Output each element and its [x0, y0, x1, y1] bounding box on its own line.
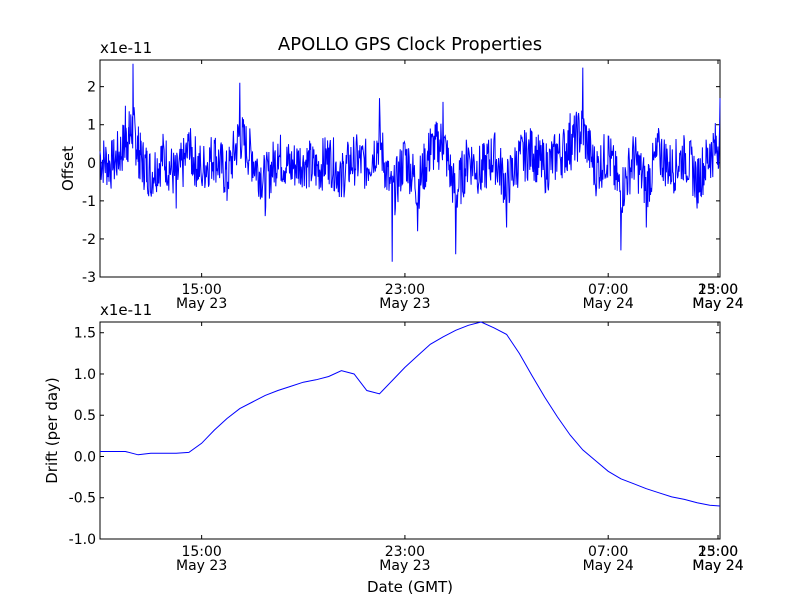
xtick-date-label: May 24	[692, 296, 743, 312]
ytick-label: 0.0	[74, 449, 96, 465]
offset-multiplier: x1e-11	[100, 39, 152, 57]
xtick-time-label: 23:00	[698, 282, 738, 298]
drift-xlabel: Date (GMT)	[367, 578, 453, 596]
xtick-date-label: May 24	[692, 558, 743, 574]
xtick-time-label: 15:00	[181, 282, 221, 298]
offset-ylabel: Offset	[59, 146, 77, 191]
drift-yticks: -1.0 -0.5 0.0 0.5 1.0 1.5	[69, 326, 720, 548]
xtick-date-label: May 24	[583, 558, 634, 574]
xtick-date-label: May 24	[692, 296, 743, 312]
xtick-date-label: May 23	[379, 558, 430, 574]
xtick-time-label: 07:00	[588, 544, 628, 560]
xtick-date-label: May 23	[176, 296, 227, 312]
ytick-label: 0	[87, 156, 96, 172]
ytick-label: -1	[82, 194, 96, 210]
chart-title: APOLLO GPS Clock Properties	[278, 34, 542, 55]
drift-series-line	[100, 321, 721, 507]
xtick-date-label: May 24	[692, 558, 743, 574]
drift-axes-frame	[99, 321, 721, 540]
ytick-label: -1.0	[69, 532, 96, 548]
ytick-label: 0.5	[74, 408, 96, 424]
xtick-time-label: 15:00	[698, 544, 738, 560]
xtick-time-label: 23:00	[385, 282, 425, 298]
xtick-time-label: 23:00	[385, 544, 425, 560]
offset-axes-frame	[99, 59, 721, 278]
xtick-time-label: 07:00	[588, 282, 628, 298]
drift-multiplier: x1e-11	[100, 301, 152, 319]
offset-series-line	[99, 63, 721, 262]
ytick-label: 2	[87, 80, 96, 96]
ytick-label: 1.0	[74, 367, 96, 383]
xtick-time-label: 15:00	[181, 544, 221, 560]
ytick-label: 1	[87, 118, 96, 134]
ytick-label: -0.5	[69, 491, 96, 507]
xtick-time-label: 23:00	[698, 544, 738, 560]
xtick-date-label: May 23	[379, 296, 430, 312]
xtick-date-label: May 23	[176, 558, 227, 574]
drift-panel: x1e-11 Drift (per day) Date (GMT) -1.0 -0…	[43, 301, 744, 596]
ytick-label: 1.5	[74, 326, 96, 342]
drift-ylabel: Drift (per day)	[43, 377, 61, 484]
ytick-label: -3	[82, 270, 96, 286]
ytick-label: -2	[82, 232, 96, 248]
xtick-time-label: 15:00	[698, 282, 738, 298]
xtick-date-label: May 24	[583, 296, 634, 312]
